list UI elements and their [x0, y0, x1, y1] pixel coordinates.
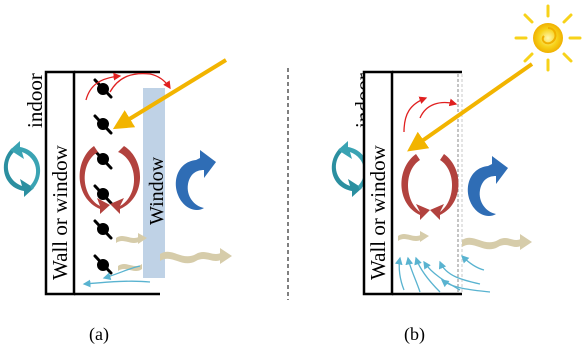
wall-label-b: Wall or window	[366, 144, 390, 280]
rotation-arrow-icon-b	[331, 141, 369, 197]
caption-a: (a)	[89, 324, 109, 345]
heat-wave-icon-b	[398, 231, 532, 250]
warm-air-arrows-a	[85, 72, 171, 101]
sun-icon	[514, 4, 582, 72]
convection-arrows-b	[401, 154, 459, 220]
indoor-label-a: indoor	[23, 73, 47, 128]
warm-air-arrows-b	[403, 96, 458, 133]
wall-b	[362, 70, 394, 296]
rotation-arrow-icon-a	[3, 141, 41, 197]
sun-ray-a	[112, 58, 228, 130]
wall-label-a: Wall or window	[48, 144, 72, 280]
panel-a: indoor Wall or window Window	[3, 58, 232, 345]
wall-a	[44, 70, 76, 296]
convection-arrows-a	[79, 146, 141, 214]
caption-b: (b)	[404, 324, 425, 345]
air-flow-arrow-icon-b	[394, 255, 491, 293]
sun-ray-b	[407, 62, 534, 152]
rotation-arrow-icon-outside-a	[175, 150, 216, 210]
fan-blind-icon-a	[93, 78, 113, 275]
air-flow-arrow-icon-a	[82, 265, 151, 288]
window-pane-a	[143, 88, 165, 278]
heat-wave-icon-a	[116, 233, 232, 271]
panel-b: indoor Wall or window	[331, 4, 582, 345]
rotation-arrow-icon-outside-b	[467, 156, 508, 216]
window-label-a: Window	[146, 156, 168, 225]
